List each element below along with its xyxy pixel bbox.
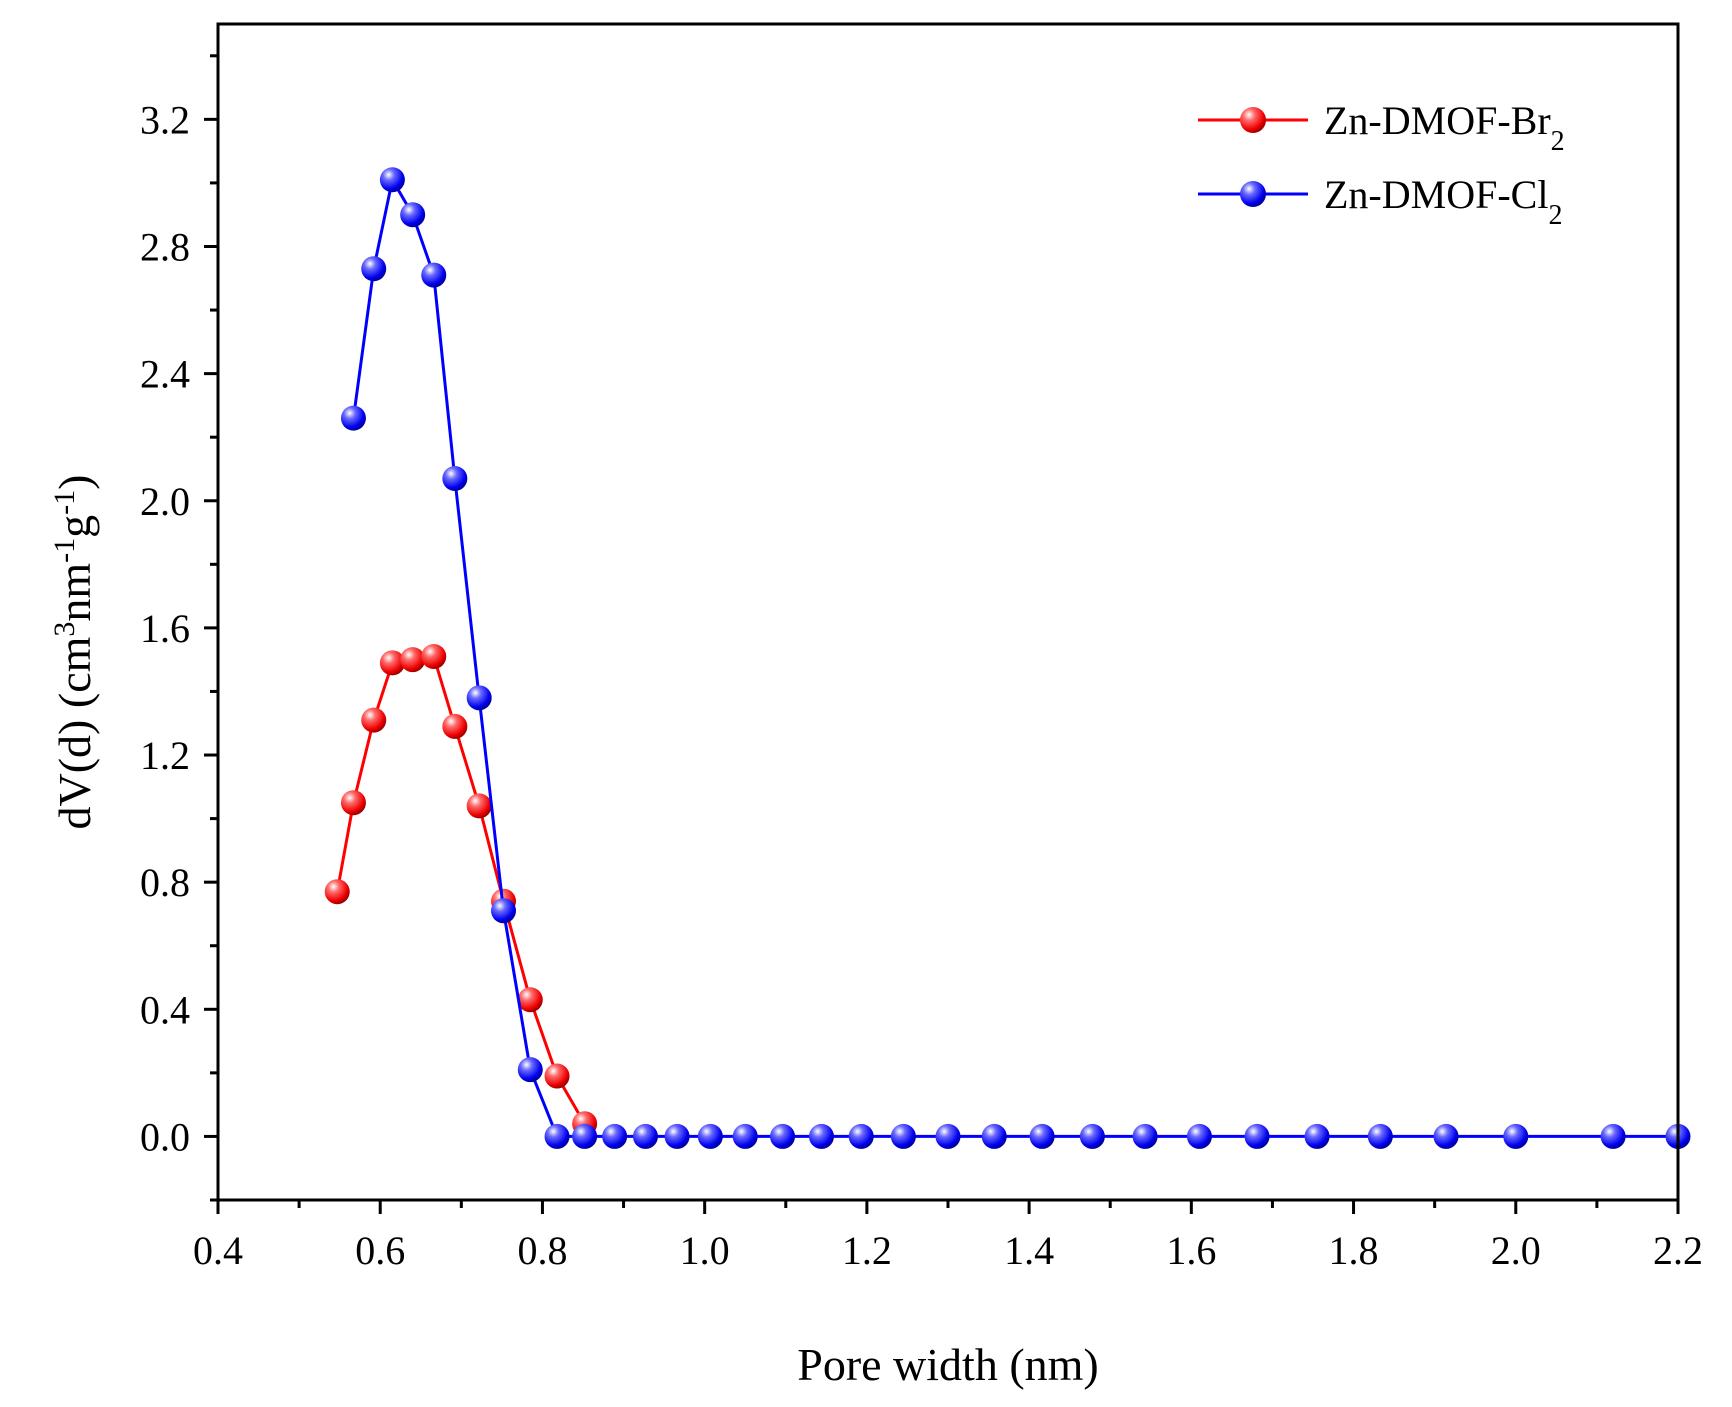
data-point-cl [421, 262, 447, 288]
data-point-cl [602, 1123, 628, 1149]
data-point-cl [340, 405, 366, 431]
data-point-br [400, 647, 426, 673]
data-point-cl [544, 1123, 570, 1149]
y-axis-title-sup1: 3 [48, 622, 81, 637]
y-axis-title-g: g [49, 515, 100, 538]
legend: Zn-DMOF-Br2 Zn-DMOF-Cl2 [1198, 98, 1565, 231]
data-point-cl [1600, 1123, 1626, 1149]
data-point-cl [361, 256, 387, 282]
y-tick-label: 2.8 [140, 224, 190, 269]
y-axis-title-mid: nm [49, 563, 100, 622]
y-tick-label: 0.4 [140, 987, 190, 1032]
x-axis-title: Pore width (nm) [797, 1339, 1099, 1390]
data-point-cl [808, 1123, 834, 1149]
data-point-cl [890, 1123, 916, 1149]
x-tick-label: 2.2 [1653, 1228, 1703, 1273]
legend-item-cl: Zn-DMOF-Cl2 [1198, 172, 1562, 231]
data-point-cl [379, 167, 405, 193]
series-line-br [335, 654, 586, 1125]
series-cl [340, 167, 1691, 1149]
data-point-cl [1433, 1123, 1459, 1149]
x-tick-label: 2.0 [1491, 1228, 1541, 1273]
data-point-cl [770, 1123, 796, 1149]
x-tick-label: 1.6 [1166, 1228, 1216, 1273]
x-tick-label: 1.4 [1004, 1228, 1054, 1273]
data-point-br [466, 793, 492, 819]
y-tick-label: 1.2 [140, 733, 190, 778]
data-point-cl [1367, 1123, 1393, 1149]
data-point-br [361, 707, 387, 733]
data-point-br [517, 987, 543, 1013]
x-tick-label: 0.6 [355, 1228, 405, 1273]
y-axis-title-sup2: -1 [48, 538, 81, 563]
x-tick-labels: 0.4 0.6 0.8 1.0 1.2 1.4 1.6 1.8 2.0 2.2 [193, 1228, 1703, 1273]
x-tick-label: 1.8 [1329, 1228, 1379, 1273]
data-point-cl [400, 202, 426, 228]
y-tick-label: 0.8 [140, 860, 190, 905]
data-point-br [544, 1063, 570, 1089]
data-point-cl [442, 466, 468, 492]
y-axis-title-base: dV(d) (cm [49, 636, 100, 829]
x-tick-label: 1.2 [842, 1228, 892, 1273]
data-point-br [340, 790, 366, 816]
data-point-cl [572, 1123, 598, 1149]
data-point-cl [848, 1123, 874, 1149]
data-point-cl [632, 1123, 658, 1149]
series-layer [324, 167, 1691, 1149]
data-point-cl [1186, 1123, 1212, 1149]
data-point-cl [935, 1123, 961, 1149]
data-point-cl [664, 1123, 690, 1149]
data-point-br [421, 643, 447, 669]
data-point-cl [981, 1123, 1007, 1149]
legend-item-br: Zn-DMOF-Br2 [1198, 98, 1565, 157]
data-point-cl [1079, 1123, 1105, 1149]
x-tick-label: 0.8 [517, 1228, 567, 1273]
plot-frame [216, 22, 1680, 1202]
data-point-cl [1029, 1123, 1055, 1149]
data-point-br [324, 879, 350, 905]
y-tick-label: 2.4 [140, 352, 190, 397]
data-point-cl [1132, 1123, 1158, 1149]
series-br [324, 643, 598, 1137]
data-point-cl [1304, 1123, 1330, 1149]
y-tick-label: 1.6 [140, 606, 190, 651]
legend-label-cl: Zn-DMOF-Cl2 [1324, 172, 1562, 231]
data-point-br [379, 650, 405, 676]
ticks-layer [204, 54, 1680, 1214]
y-tick-labels: 0.0 0.4 0.8 1.2 1.6 2.0 2.4 2.8 3.2 [140, 97, 190, 1159]
y-tick-label: 2.0 [140, 479, 190, 524]
data-point-br [442, 713, 468, 739]
x-tick-label: 0.4 [193, 1228, 243, 1273]
series-line-cl [351, 175, 1678, 1138]
y-axis-title-end: ) [49, 475, 100, 490]
legend-marker-cl [1240, 181, 1266, 207]
data-point-cl [732, 1123, 758, 1149]
legend-marker-br [1240, 107, 1266, 133]
y-tick-label: 0.0 [140, 1114, 190, 1159]
data-point-cl [1244, 1123, 1270, 1149]
data-point-cl [697, 1123, 723, 1149]
y-axis-title: dV(d) (cm3nm-1g-1) [48, 475, 101, 830]
data-point-cl [1503, 1123, 1529, 1149]
legend-label-br: Zn-DMOF-Br2 [1324, 98, 1565, 157]
data-point-cl [491, 898, 517, 924]
data-point-cl [517, 1057, 543, 1083]
data-point-cl [466, 685, 492, 711]
y-axis-title-sup3: -1 [48, 490, 81, 515]
y-tick-label: 3.2 [140, 97, 190, 142]
x-tick-label: 1.0 [680, 1228, 730, 1273]
